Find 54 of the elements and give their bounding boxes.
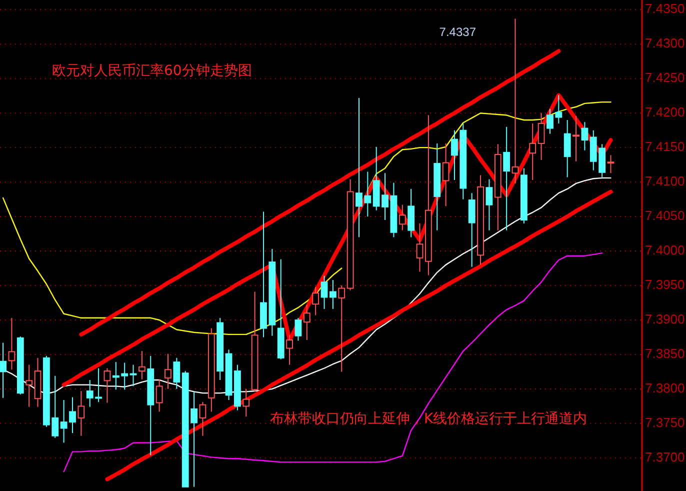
candlestick <box>434 142 441 231</box>
candlestick <box>486 178 493 231</box>
y-tick-label: 7.4250 <box>645 70 685 86</box>
candlestick <box>147 355 154 456</box>
y-tick-label: 7.4050 <box>645 208 685 223</box>
candlestick <box>329 279 336 310</box>
candlestick <box>303 304 310 340</box>
candlestick <box>398 204 406 231</box>
y-tick-label: 7.3900 <box>645 311 685 326</box>
candlestick <box>0 342 6 398</box>
candlestick <box>572 115 580 162</box>
y-tick-label: 7.4300 <box>645 36 685 51</box>
candlestick <box>8 317 16 370</box>
candlestick <box>242 388 250 418</box>
candlestick <box>442 142 450 207</box>
y-tick-label: 7.3950 <box>645 276 685 292</box>
candlestick <box>34 357 42 408</box>
candlestick <box>424 114 432 276</box>
candlestick <box>607 154 614 174</box>
candlestick <box>286 334 293 366</box>
y-tick-label: 7.3750 <box>645 414 685 430</box>
candlestick <box>564 119 571 178</box>
y-tick-label: 7.4100 <box>645 173 685 188</box>
candlestick <box>503 126 510 231</box>
y-tick-label: 7.4350 <box>645 1 685 16</box>
candlestick <box>138 350 146 380</box>
annotation: 7.4337 <box>439 25 476 39</box>
candlestick <box>338 284 346 372</box>
candlestick <box>581 122 588 151</box>
candlestick <box>78 390 85 436</box>
candlestick <box>468 192 476 268</box>
candlestick <box>529 122 536 180</box>
candlestick <box>225 349 232 400</box>
text: 欧元对人民币汇率60分钟走势图 <box>52 63 252 79</box>
candlestick <box>164 353 172 390</box>
candlestick <box>208 328 215 412</box>
candlestick <box>26 364 33 408</box>
y-tick-label: 7.3800 <box>645 380 685 396</box>
annotation: 布林带收口仍向上延伸，K线价格运行于上行通道内 <box>270 411 588 427</box>
candlestick <box>512 18 519 184</box>
line-series <box>63 252 603 472</box>
y-tick-label: 7.4000 <box>645 242 685 258</box>
y-tick-label: 7.3700 <box>645 449 685 464</box>
candlestick <box>538 112 545 160</box>
candlestick <box>130 364 137 387</box>
candlestick <box>416 222 424 272</box>
y-tick-label: 7.4150 <box>645 139 685 154</box>
line-series <box>79 49 561 336</box>
y-tick-label: 7.3850 <box>645 346 685 361</box>
candlestick <box>494 144 502 231</box>
line-series <box>105 190 613 482</box>
candlestick <box>199 402 206 436</box>
candlestick <box>477 174 484 266</box>
y-tick-label: 7.4200 <box>645 104 685 120</box>
